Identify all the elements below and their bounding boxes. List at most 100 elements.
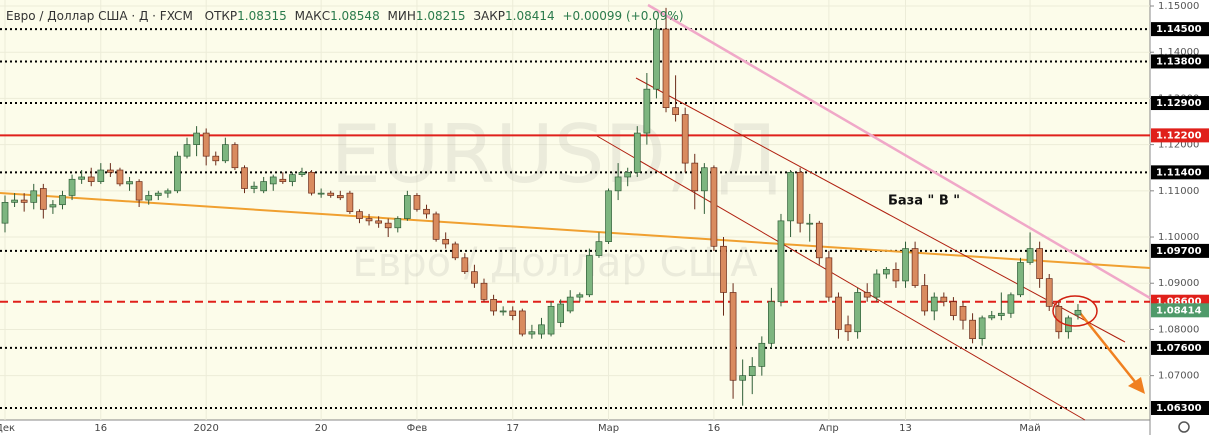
levels	[0, 28, 1150, 409]
candle-body	[748, 366, 756, 376]
open-value: 1.08315	[237, 9, 287, 23]
candle-body	[835, 296, 842, 330]
channel-line	[635, 77, 1126, 343]
low-value: 1.08215	[416, 9, 466, 23]
candle-body	[892, 269, 900, 282]
candle-body	[202, 132, 210, 157]
candle-body	[720, 245, 727, 293]
price-axis-background	[1150, 0, 1211, 435]
x-tick-label: 20	[315, 423, 328, 434]
candle-body	[39, 188, 47, 210]
candle-body	[787, 171, 794, 222]
candle-body	[97, 169, 105, 182]
candle-body	[442, 238, 450, 245]
candle-body	[471, 271, 478, 284]
x-tick-label: Мар	[598, 423, 619, 434]
level-label-box	[1151, 96, 1209, 111]
candle-body	[317, 192, 325, 195]
candle-body	[605, 190, 612, 243]
candle-body	[327, 192, 335, 196]
high-value: 1.08548	[330, 9, 380, 23]
last-price-label: 1.08414	[1156, 305, 1202, 316]
drawings	[0, 3, 1151, 421]
level-label: 1.07600	[1156, 343, 1202, 354]
candle-body	[231, 144, 239, 169]
candle-body	[653, 28, 660, 90]
candle-body	[1017, 262, 1024, 296]
candle-body	[806, 222, 814, 225]
x-tick-label: Фев	[407, 423, 428, 434]
candle-body	[921, 285, 929, 312]
x-tick-label: 16	[708, 423, 721, 434]
y-tick-label: 1.08000	[1158, 324, 1199, 335]
y-tick-label: 1.15000	[1158, 1, 1199, 12]
candle-body	[250, 185, 258, 189]
candle-body	[940, 296, 948, 303]
highlight-circle	[1052, 295, 1098, 327]
candle-body	[241, 167, 248, 189]
x-tick-label: 13	[899, 423, 912, 434]
candle-body	[768, 301, 775, 344]
symbol: Евро / Доллар США · Д · FXCM	[6, 9, 193, 23]
x-tick-label: 16	[94, 423, 107, 434]
candle-body	[116, 169, 124, 185]
candle-body	[480, 282, 488, 300]
candle-body	[576, 294, 584, 298]
candle-body	[988, 315, 996, 319]
candle-body	[566, 296, 574, 312]
settings-icon[interactable]	[1178, 421, 1190, 433]
level-label: 1.12900	[1156, 98, 1202, 109]
close-value: 1.08414	[505, 9, 555, 23]
candle-body	[174, 155, 181, 192]
arrow-head	[1128, 377, 1145, 394]
candle-body	[911, 248, 919, 286]
level-label-box	[1151, 400, 1209, 415]
candle-body	[662, 28, 670, 109]
candle-body	[672, 107, 679, 115]
level-label: 1.14500	[1156, 24, 1202, 35]
candle-body	[183, 144, 191, 157]
candle-body	[432, 213, 440, 240]
level-label-box	[1151, 165, 1209, 180]
candle-body	[777, 220, 785, 303]
candle-body	[1036, 248, 1043, 279]
candle-body	[221, 144, 229, 162]
candle-body	[1074, 309, 1082, 316]
candle-body	[308, 171, 315, 194]
open-label: ОТКР	[205, 9, 238, 23]
level-label-box	[1151, 128, 1209, 143]
candle-body	[298, 171, 306, 176]
x-tick-label: 17	[506, 423, 519, 434]
candle-body	[107, 169, 114, 173]
candle-body	[279, 178, 287, 182]
candle-body	[269, 176, 277, 185]
level-label: 1.11400	[1156, 167, 1202, 178]
candle-body	[154, 192, 162, 196]
candle-body	[547, 305, 555, 335]
candle-body	[404, 195, 411, 219]
candle-body	[11, 199, 18, 203]
channel-line	[596, 135, 1086, 421]
candle-body	[691, 162, 699, 192]
candle-body	[739, 375, 747, 381]
candle-body	[624, 171, 632, 178]
header: Евро / Доллар США · Д · FXCM ОТКР1.08315…	[6, 9, 684, 23]
trend-line	[0, 192, 1151, 269]
candle-body	[633, 132, 641, 173]
candle-body	[509, 310, 517, 316]
candle-body	[289, 174, 296, 182]
change: +0.00099 (+0.09%)	[562, 9, 683, 23]
watermark-subtitle: Евро / Доллар США	[352, 240, 758, 286]
time-axis-background	[0, 420, 1150, 435]
candle-body	[854, 292, 861, 333]
y-tick-label: 1.11000	[1158, 186, 1199, 197]
candle-body	[643, 88, 651, 134]
level-label: 1.06300	[1156, 403, 1202, 414]
level-label-box	[1151, 54, 1209, 69]
candle-body	[135, 181, 143, 201]
candle-body	[356, 211, 363, 219]
candle-body	[681, 114, 689, 164]
candle-body	[873, 273, 881, 298]
y-tick-label: 1.10000	[1158, 232, 1199, 243]
